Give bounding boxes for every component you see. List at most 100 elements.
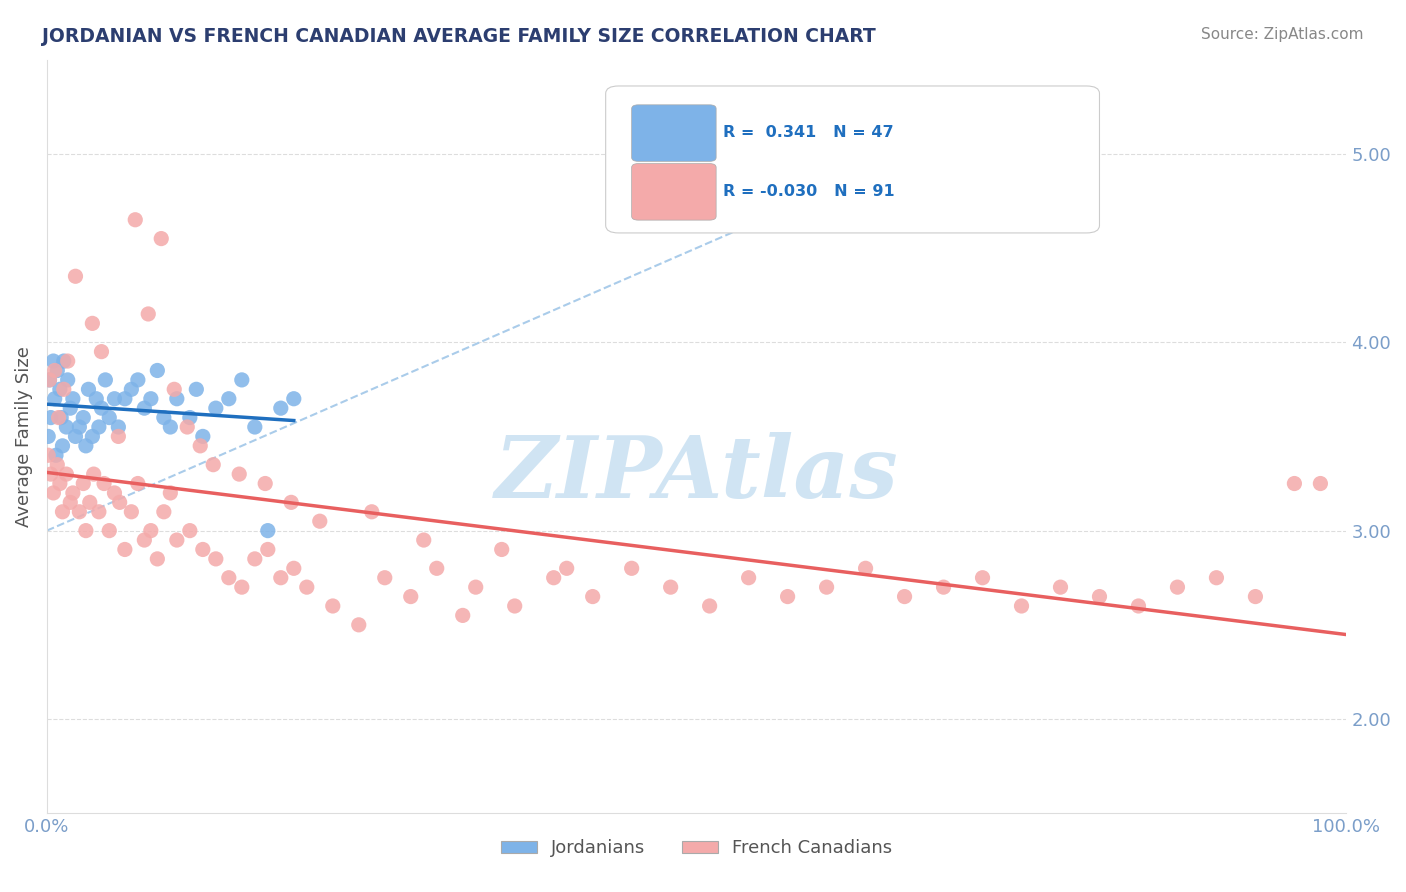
Point: [191, 429, 214, 443]
Point: [139, 524, 162, 538]
Point: [87, 505, 110, 519]
Point: [84, 392, 107, 406]
Point: [49, 382, 72, 396]
Point: [146, 552, 169, 566]
Point: [218, 392, 240, 406]
Point: [256, 524, 278, 538]
Point: [44, 392, 66, 406]
Point: [46, 458, 69, 472]
Point: [1088, 590, 1111, 604]
Point: [374, 571, 396, 585]
Point: [295, 580, 318, 594]
Point: [243, 420, 266, 434]
Point: [87, 420, 110, 434]
Legend: Jordanians, French Canadians: Jordanians, French Canadians: [494, 832, 900, 864]
Point: [347, 617, 370, 632]
Point: [893, 590, 915, 604]
Point: [491, 542, 513, 557]
Point: [231, 580, 253, 594]
Point: [218, 571, 240, 585]
Point: [555, 561, 578, 575]
Point: [451, 608, 474, 623]
Point: [776, 590, 799, 604]
Point: [62, 486, 84, 500]
Point: [56, 354, 79, 368]
Point: [283, 561, 305, 575]
Point: [191, 542, 214, 557]
Point: [120, 505, 142, 519]
Point: [75, 439, 97, 453]
Point: [243, 552, 266, 566]
Point: [98, 410, 121, 425]
Point: [65, 429, 87, 443]
Point: [127, 373, 149, 387]
Point: [360, 505, 382, 519]
Point: [1309, 476, 1331, 491]
Point: [37, 429, 59, 443]
Point: [62, 392, 84, 406]
Point: [972, 571, 994, 585]
Point: [153, 410, 176, 425]
Point: [136, 307, 159, 321]
Point: [146, 363, 169, 377]
Point: [90, 344, 112, 359]
Point: [39, 467, 62, 482]
Point: [127, 476, 149, 491]
Point: [176, 420, 198, 434]
Point: [134, 401, 156, 416]
Point: [52, 354, 75, 368]
Point: [166, 392, 188, 406]
Point: [205, 401, 228, 416]
Point: [114, 392, 136, 406]
Point: [83, 467, 105, 482]
Point: [815, 580, 838, 594]
Point: [67, 420, 90, 434]
Point: [55, 467, 77, 482]
Point: [75, 524, 97, 538]
Text: Source: ZipAtlas.com: Source: ZipAtlas.com: [1201, 27, 1364, 42]
Point: [59, 495, 82, 509]
Point: [103, 486, 125, 500]
Point: [98, 524, 121, 538]
Point: [163, 382, 186, 396]
Point: [90, 401, 112, 416]
Point: [1205, 571, 1227, 585]
Point: [124, 212, 146, 227]
Point: [153, 505, 176, 519]
Point: [1128, 599, 1150, 613]
Point: [620, 561, 643, 575]
Point: [159, 486, 181, 500]
Point: [1049, 580, 1071, 594]
Text: JORDANIAN VS FRENCH CANADIAN AVERAGE FAMILY SIZE CORRELATION CHART: JORDANIAN VS FRENCH CANADIAN AVERAGE FAM…: [42, 27, 876, 45]
Point: [699, 599, 721, 613]
Point: [179, 524, 201, 538]
Point: [42, 486, 65, 500]
Point: [270, 401, 292, 416]
Point: [855, 561, 877, 575]
Point: [59, 401, 82, 416]
Point: [426, 561, 449, 575]
Point: [51, 505, 73, 519]
Point: [37, 448, 59, 462]
Point: [159, 420, 181, 434]
FancyBboxPatch shape: [606, 86, 1099, 233]
Point: [79, 495, 101, 509]
Point: [202, 458, 225, 472]
Point: [51, 410, 73, 425]
Point: [254, 476, 277, 491]
Point: [139, 392, 162, 406]
Point: [108, 495, 131, 509]
Point: [107, 429, 129, 443]
FancyBboxPatch shape: [631, 163, 716, 220]
Point: [72, 410, 94, 425]
Point: [120, 382, 142, 396]
Point: [503, 599, 526, 613]
Point: [82, 317, 104, 331]
Point: [205, 552, 228, 566]
Point: [72, 476, 94, 491]
Point: [39, 410, 62, 425]
Point: [46, 363, 69, 377]
Text: R = -0.030   N = 91: R = -0.030 N = 91: [723, 184, 894, 199]
Point: [134, 533, 156, 547]
Point: [107, 420, 129, 434]
